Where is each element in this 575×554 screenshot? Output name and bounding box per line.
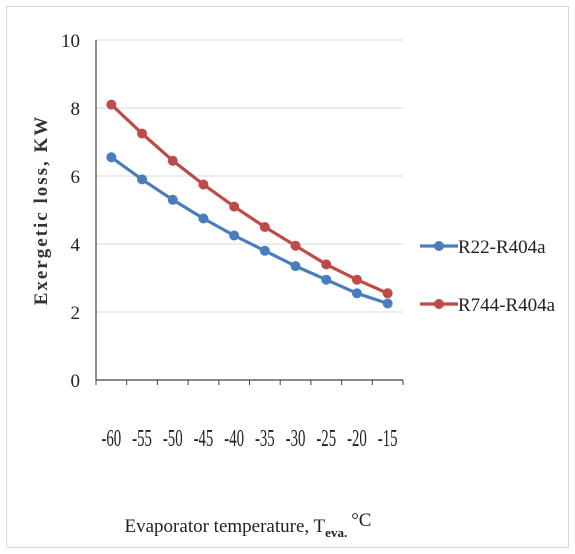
legend: R22-R404a R744-R404a (420, 237, 556, 316)
data-point (290, 261, 301, 272)
data-point (351, 288, 362, 299)
series-1 (106, 152, 393, 309)
data-point (321, 274, 332, 285)
y-axis-label: Exergetic loss, KW (31, 115, 52, 306)
data-point (198, 179, 209, 190)
data-point (382, 298, 393, 309)
x-axis-label: Evaporator temperature, Teva. °C (125, 510, 372, 540)
data-point (259, 222, 270, 232)
x-tick-label: -40 (224, 426, 244, 452)
series-2 (106, 99, 393, 299)
x-tick-label: -60 (101, 426, 121, 452)
data-point (137, 174, 148, 185)
x-axis-label-main: Evaporator temperature, T (125, 516, 326, 537)
y-tick-label: 10 (61, 31, 80, 52)
legend-marker (434, 299, 444, 309)
x-tick-label: -25 (316, 426, 336, 452)
x-tick-label: -15 (378, 426, 398, 452)
x-axis-label-unit: °C (351, 510, 371, 531)
data-point (351, 274, 362, 285)
x-axis-label-subscript: eva. (325, 525, 347, 540)
x-tick-labels: -60 -55 -50 -45 -40 -35 -30 -25 -20 -15 (101, 426, 397, 452)
data-point (167, 155, 178, 166)
data-point (321, 259, 332, 270)
data-point (259, 245, 270, 256)
legend-label: R744-R404a (458, 295, 556, 316)
legend-entry-1: R22-R404a (420, 237, 546, 258)
y-tick-labels: 0 2 4 6 8 10 (61, 31, 81, 392)
data-point (167, 194, 178, 205)
x-tick-label: -30 (286, 426, 306, 452)
data-point (229, 230, 240, 241)
data-point (106, 99, 117, 110)
series-line (110, 156, 389, 306)
data-point (137, 128, 148, 139)
y-tick-label: 0 (71, 371, 81, 392)
y-tick-label: 8 (71, 99, 81, 120)
data-point (290, 240, 301, 251)
y-tick-label: 2 (71, 303, 81, 324)
data-point (106, 152, 117, 163)
series-line (110, 103, 389, 295)
y-tick-label: 6 (71, 167, 81, 188)
x-tick-label: -55 (132, 426, 152, 452)
x-tick-label: -35 (255, 426, 275, 452)
x-tick-label: -20 (347, 426, 367, 452)
legend-label: R22-R404a (458, 237, 546, 258)
data-point (198, 213, 209, 224)
legend-marker (434, 241, 444, 251)
data-point (382, 288, 393, 299)
x-tick-label: -45 (194, 426, 214, 452)
chart-frame (6, 6, 569, 548)
x-tick-label: -50 (163, 426, 183, 452)
axes (95, 40, 404, 385)
legend-entry-2: R744-R404a (420, 295, 556, 316)
y-tick-label: 4 (71, 235, 81, 256)
series-lines (106, 99, 393, 309)
data-point (229, 201, 240, 212)
